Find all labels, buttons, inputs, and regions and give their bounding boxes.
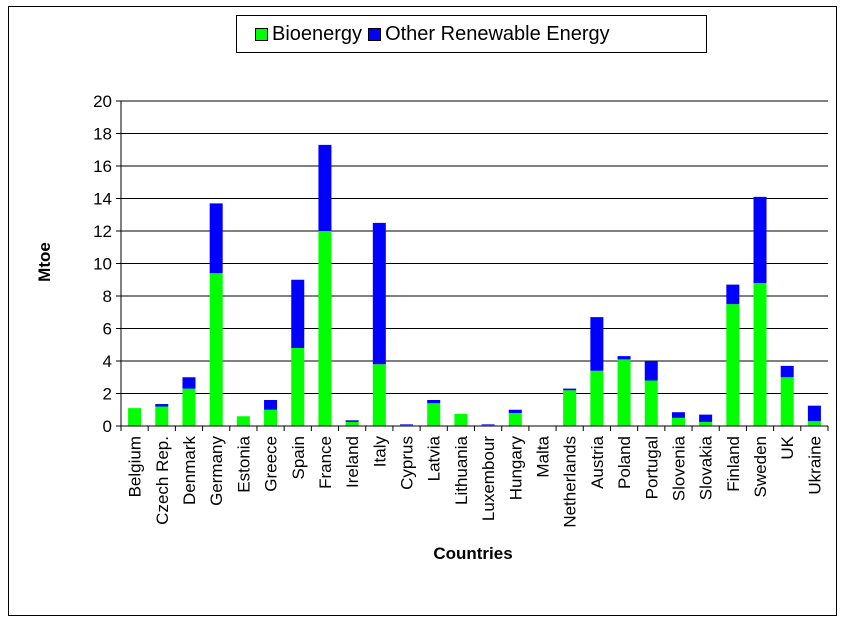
- bar-other-renewable: [427, 400, 441, 404]
- bar-other-renewable: [590, 317, 604, 371]
- x-tick-label: Latvia: [425, 435, 444, 481]
- y-tick-label: 14: [93, 190, 112, 209]
- y-tick-label: 20: [93, 92, 112, 111]
- bar-bioenergy: [699, 421, 713, 426]
- x-tick-label: Ireland: [343, 436, 362, 488]
- bar-bioenergy: [427, 403, 441, 426]
- x-tick-label: Austria: [588, 435, 607, 488]
- chart-frame: [8, 6, 837, 616]
- bar-bioenergy: [182, 388, 196, 426]
- bar-other-renewable: [481, 424, 495, 426]
- y-tick-label: 2: [103, 385, 112, 404]
- x-tick-label: Czech Rep.: [153, 436, 172, 525]
- bar-other-renewable: [563, 388, 577, 391]
- bar-other-renewable: [508, 409, 522, 413]
- x-tick-label: Malta: [533, 435, 552, 477]
- y-tick-labels: 0 2 4 6 8 10 12 14 16 18 20: [93, 92, 121, 436]
- gridlines: [121, 100, 828, 394]
- bar-bioenergy: [590, 370, 604, 426]
- y-tick-label: 4: [103, 352, 112, 371]
- x-tick-label: Estonia: [234, 435, 253, 492]
- bar-bioenergy: [726, 304, 740, 426]
- x-tick-label: Hungary: [506, 436, 525, 501]
- x-tick-label: Greece: [262, 436, 281, 492]
- x-tick-label: Spain: [289, 436, 308, 479]
- bar-bioenergy: [318, 231, 332, 426]
- x-tick-label: Portugal: [642, 436, 661, 499]
- x-tick-label: Netherlands: [561, 436, 580, 528]
- bar-other-renewable: [780, 365, 794, 378]
- bar-bioenergy: [563, 390, 577, 426]
- legend: Bioenergy Other Renewable Energy: [236, 15, 707, 53]
- bar-other-renewable: [318, 144, 332, 231]
- legend-swatch-other-renewable: [368, 27, 382, 41]
- x-tick-label: UK: [778, 435, 797, 459]
- x-tick-label: Cyprus: [398, 436, 417, 490]
- bar-bioenergy: [372, 364, 386, 426]
- bar-other-renewable: [372, 222, 386, 365]
- bar-bioenergy: [236, 416, 250, 426]
- legend-label-other-renewable: Other Renewable Energy: [385, 22, 610, 45]
- bar-bioenergy: [128, 408, 142, 426]
- bar-other-renewable: [644, 361, 658, 381]
- x-tick-label: Italy: [370, 436, 389, 468]
- x-tick-label: Finland: [724, 436, 743, 492]
- x-axis-label: Countries: [433, 544, 512, 563]
- bar-other-renewable: [807, 405, 821, 422]
- y-tick-label: 18: [93, 125, 112, 144]
- x-tick-label: Slovakia: [697, 435, 716, 500]
- bar-bioenergy: [155, 406, 169, 426]
- bar-bioenergy: [264, 409, 278, 426]
- x-tick-label: Slovenia: [669, 435, 688, 501]
- y-tick-label: 6: [103, 320, 112, 339]
- bar-other-renewable: [264, 400, 278, 410]
- bar-bioenergy: [617, 359, 631, 426]
- x-tick-label: Sweden: [751, 436, 770, 497]
- y-tick-label: 0: [103, 417, 112, 436]
- bar-bioenergy: [807, 421, 821, 426]
- y-tick-label: 12: [93, 222, 112, 241]
- y-tick-label: 10: [93, 255, 112, 274]
- bar-other-renewable: [345, 420, 359, 422]
- x-tick-label: Poland: [615, 436, 634, 489]
- bars: [128, 144, 821, 426]
- bar-bioenergy: [209, 273, 223, 426]
- bar-other-renewable: [671, 412, 685, 418]
- bar-other-renewable: [182, 377, 196, 389]
- bar-bioenergy: [291, 348, 305, 426]
- bar-bioenergy: [780, 377, 794, 426]
- legend-item-bioenergy: Bioenergy: [255, 23, 362, 46]
- bar-bioenergy: [454, 413, 468, 426]
- bar-other-renewable: [291, 279, 305, 348]
- x-tick-label: Germany: [207, 436, 226, 506]
- bar-other-renewable: [400, 424, 414, 426]
- x-tick-label: Luxembour: [479, 436, 498, 521]
- bar-other-renewable: [209, 203, 223, 274]
- legend-label-bioenergy: Bioenergy: [272, 22, 363, 45]
- legend-item-other-renewable: Other Renewable Energy: [368, 23, 610, 46]
- bar-bioenergy: [671, 417, 685, 426]
- bar-bioenergy: [753, 283, 767, 426]
- bar-bioenergy: [644, 380, 658, 426]
- bar-bioenergy: [508, 413, 522, 426]
- x-tick-label: Lithuania: [452, 435, 471, 505]
- x-tick-label: France: [316, 436, 335, 489]
- x-tick-labels: Belgium Czech Rep. Denmark Germany Estonia Gr…: [120, 426, 829, 528]
- y-tick-label: 16: [93, 157, 112, 176]
- bar-other-renewable: [699, 414, 713, 422]
- y-tick-label: 8: [103, 287, 112, 306]
- bar-other-renewable: [753, 196, 767, 283]
- x-tick-label: Belgium: [126, 436, 145, 497]
- bar-other-renewable: [155, 404, 169, 407]
- y-axis-label: Mtoe: [35, 242, 54, 282]
- legend-swatch-bioenergy: [255, 27, 268, 41]
- bar-other-renewable: [617, 356, 631, 360]
- x-tick-label: Denmark: [180, 436, 199, 505]
- x-tick-label: Ukraine: [805, 436, 824, 495]
- bar-other-renewable: [726, 284, 740, 305]
- bar-bioenergy: [345, 421, 359, 426]
